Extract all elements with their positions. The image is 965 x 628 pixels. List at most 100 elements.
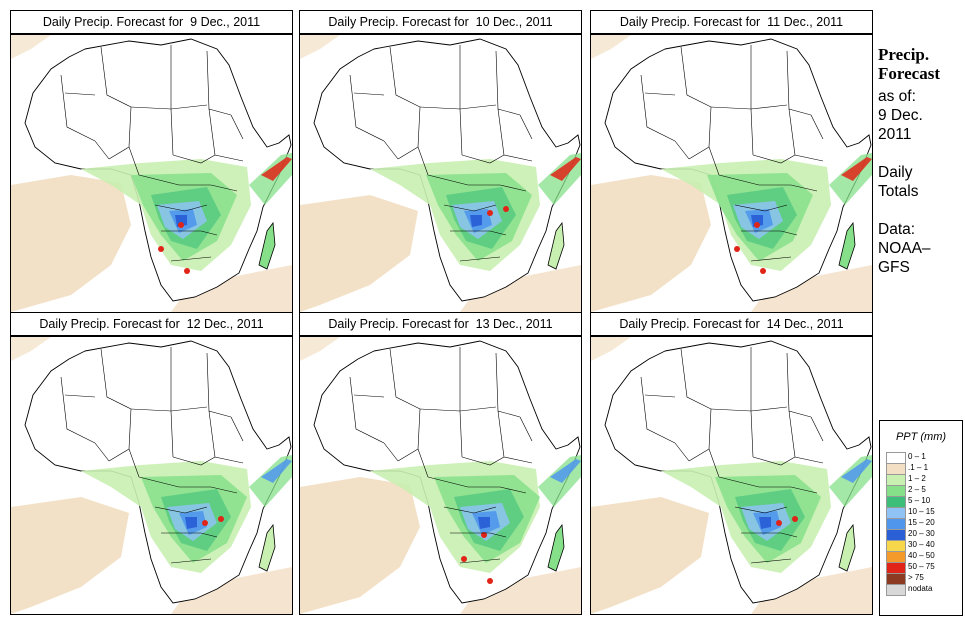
madagascar [258, 523, 276, 572]
legend-item: nodata [880, 583, 962, 596]
country-border [100, 46, 132, 108]
precip-area [11, 175, 131, 312]
precip-area [171, 567, 292, 614]
country-border [640, 74, 676, 142]
country-border [161, 230, 218, 236]
panel-title: Daily Precip. Forecast for 11 Dec., 2011 [590, 10, 873, 34]
country-border [170, 558, 212, 564]
country-border [349, 376, 385, 444]
country-border [170, 410, 174, 458]
country-border [750, 558, 792, 564]
country-border [353, 394, 385, 398]
panel-title: Daily Precip. Forecast for 12 Dec., 2011 [10, 312, 293, 336]
info-daily: Daily [878, 164, 913, 181]
precip-map [10, 34, 293, 313]
country-border [680, 348, 712, 410]
country-border [427, 476, 527, 494]
country-border [60, 376, 96, 444]
heavy-rain-spot [461, 556, 467, 562]
legend-label: 5 – 10 [908, 496, 931, 505]
info-data-label: Data: [878, 221, 916, 238]
precip-area [591, 337, 631, 361]
country-border [450, 230, 507, 236]
precip-area [185, 517, 197, 529]
country-border [94, 140, 110, 160]
precip-area [841, 459, 872, 483]
precip-area [591, 497, 709, 614]
africa-map [591, 337, 872, 614]
country-border [154, 506, 208, 514]
legend-item: 10 – 15 [880, 506, 962, 519]
info-source-model: GFS [878, 259, 910, 276]
country-border [750, 410, 754, 458]
madagascar [838, 221, 856, 270]
precip-area [300, 195, 418, 312]
legend-label: nodata [908, 584, 933, 593]
heavy-rain-spot [487, 210, 493, 216]
country-border [138, 174, 238, 192]
precip-area [460, 265, 581, 312]
country-border [734, 204, 788, 212]
country-border [718, 476, 818, 494]
country-border [752, 154, 796, 164]
country-border [397, 448, 419, 462]
country-border [810, 416, 824, 442]
precip-area [171, 265, 292, 312]
legend-label: 50 – 75 [908, 562, 935, 571]
country-border [752, 456, 796, 466]
country-border [680, 46, 712, 108]
precip-area [300, 35, 340, 59]
precip-area [300, 477, 420, 614]
country-border [741, 230, 798, 236]
madagascar [547, 221, 565, 270]
legend-label: .1 – 1 [908, 463, 929, 472]
heavy-rain-spot [792, 516, 798, 522]
country-border [519, 416, 533, 442]
forecast-panel-2: Daily Precip. Forecast for 10 Dec., 2011 [299, 10, 582, 313]
country-border [397, 146, 419, 160]
country-border [718, 174, 818, 192]
africa-map [300, 337, 581, 614]
precip-area [470, 215, 482, 227]
heavy-rain-spot [734, 246, 740, 252]
legend-item: 30 – 40 [880, 539, 962, 552]
heavy-rain-spot [218, 516, 224, 522]
precip-area [550, 157, 581, 181]
country-border [172, 154, 216, 164]
precip-area [11, 497, 129, 614]
precip-area [751, 265, 872, 312]
panel-title: Daily Precip. Forecast for 14 Dec., 2011 [590, 312, 873, 336]
info-source: NOAA– [878, 240, 931, 257]
country-border [810, 114, 824, 140]
panel-title: Daily Precip. Forecast for 10 Dec., 2011 [299, 10, 582, 34]
precip-area [300, 337, 340, 361]
country-border [389, 348, 421, 410]
heavy-rain-spot [754, 222, 760, 228]
country-border [459, 256, 501, 262]
country-border [64, 92, 96, 96]
precip-area [11, 35, 51, 59]
precip-area [759, 517, 771, 529]
legend-label: 2 – 5 [908, 485, 926, 494]
precip-map [10, 336, 293, 615]
country-border [443, 506, 497, 514]
heavy-rain-spot [184, 268, 190, 274]
forecast-panel-6: Daily Precip. Forecast for 14 Dec., 2011 [590, 312, 873, 615]
legend-item: 1 – 2 [880, 473, 962, 486]
country-border [353, 92, 385, 96]
precip-map [590, 336, 873, 615]
heavy-rain-spot [503, 206, 509, 212]
country-border [161, 532, 218, 538]
africa-map [11, 337, 292, 614]
country-border [644, 92, 676, 96]
country-border [688, 448, 710, 462]
country-border [750, 108, 754, 156]
country-border [230, 416, 244, 442]
country-border [349, 74, 385, 142]
legend-item: .1 – 1 [880, 462, 962, 475]
info-year: 2011 [878, 126, 912, 143]
legend-label: 20 – 30 [908, 529, 935, 538]
country-border [459, 410, 463, 458]
country-border [427, 174, 527, 192]
precip-area [751, 215, 763, 227]
